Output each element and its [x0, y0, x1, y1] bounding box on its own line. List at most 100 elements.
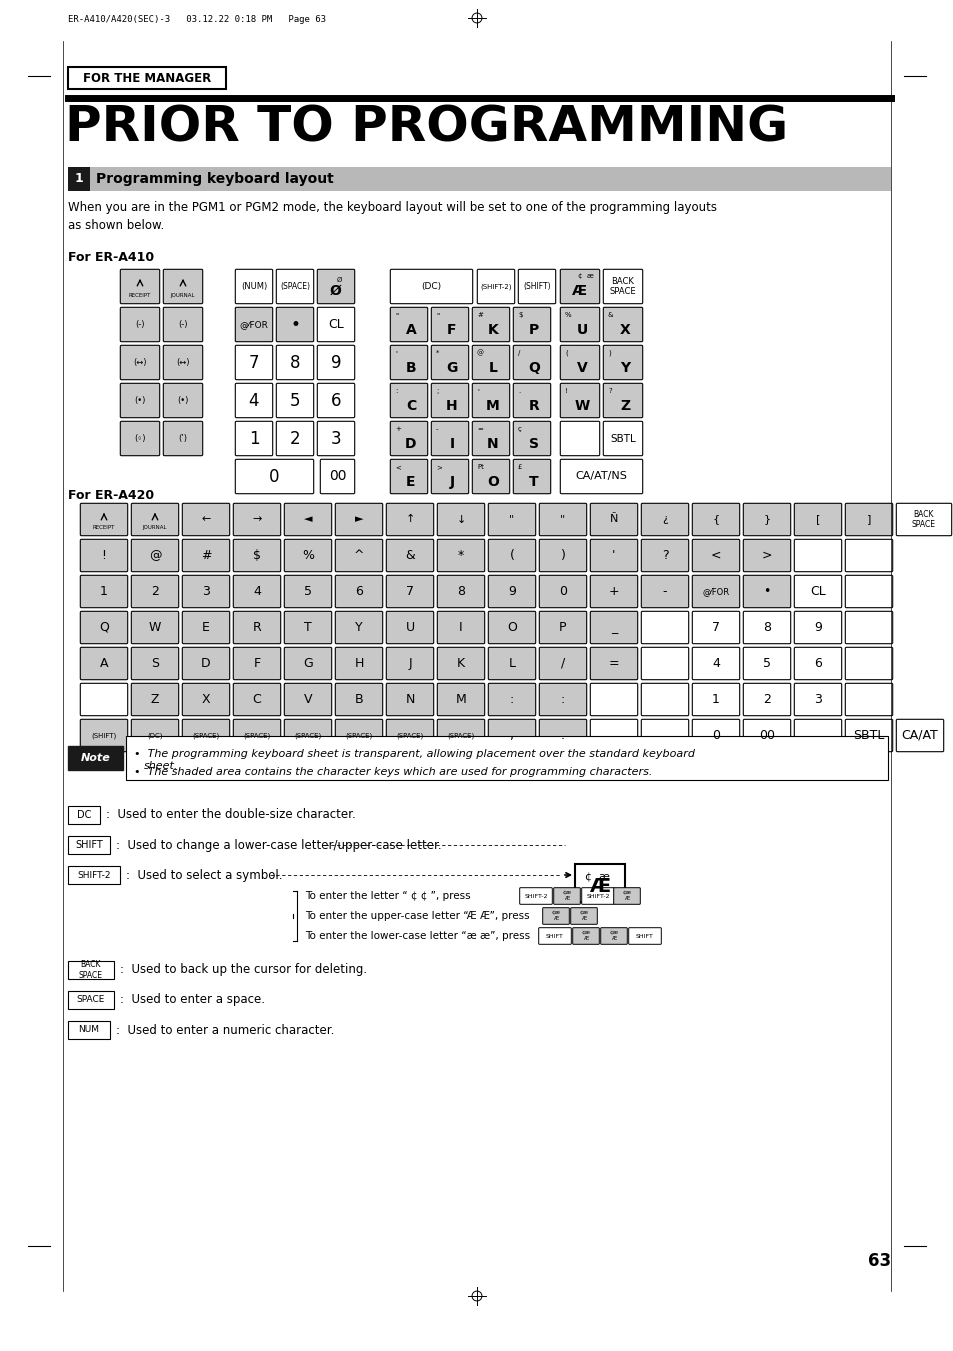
Text: @: @: [476, 350, 483, 357]
FancyBboxPatch shape: [276, 384, 314, 417]
Text: O: O: [487, 476, 498, 489]
FancyBboxPatch shape: [538, 684, 586, 716]
FancyBboxPatch shape: [436, 647, 484, 680]
Text: (SPACE): (SPACE): [447, 732, 475, 739]
FancyBboxPatch shape: [431, 307, 468, 342]
FancyBboxPatch shape: [182, 611, 230, 643]
Text: %: %: [564, 312, 571, 317]
FancyBboxPatch shape: [431, 384, 468, 417]
Text: R: R: [253, 621, 261, 634]
FancyBboxPatch shape: [120, 269, 159, 304]
FancyBboxPatch shape: [120, 422, 159, 455]
Text: ¢æ
Æ: ¢æ Æ: [562, 890, 571, 901]
Bar: [68, 168, 90, 190]
Text: D: D: [405, 436, 416, 451]
Text: (◦): (◦): [134, 434, 146, 443]
FancyBboxPatch shape: [132, 684, 178, 716]
Text: H: H: [354, 657, 363, 670]
Text: SHIFT: SHIFT: [545, 934, 563, 939]
Text: SHIFT: SHIFT: [75, 840, 103, 850]
Text: CA/AT/NS: CA/AT/NS: [575, 471, 627, 481]
Text: 8: 8: [290, 354, 300, 372]
FancyBboxPatch shape: [182, 684, 230, 716]
FancyBboxPatch shape: [538, 539, 586, 571]
Text: ": ": [436, 312, 438, 317]
FancyBboxPatch shape: [235, 384, 273, 417]
Text: ': ': [476, 388, 478, 394]
Text: ": ": [559, 515, 565, 524]
Text: JOURNAL: JOURNAL: [143, 526, 167, 530]
FancyBboxPatch shape: [602, 346, 642, 380]
Text: 8: 8: [456, 585, 464, 598]
Text: 5: 5: [762, 657, 770, 670]
FancyBboxPatch shape: [844, 576, 892, 608]
Text: .: .: [517, 388, 519, 394]
Text: D: D: [201, 657, 211, 670]
FancyBboxPatch shape: [80, 504, 128, 536]
FancyBboxPatch shape: [488, 539, 536, 571]
FancyBboxPatch shape: [80, 647, 128, 680]
Text: M: M: [486, 399, 499, 413]
FancyBboxPatch shape: [519, 888, 552, 904]
Bar: [68, 866, 120, 884]
FancyBboxPatch shape: [794, 576, 841, 608]
FancyBboxPatch shape: [233, 539, 280, 571]
FancyBboxPatch shape: [320, 459, 355, 493]
FancyBboxPatch shape: [602, 269, 642, 304]
Text: B: B: [405, 361, 416, 376]
FancyBboxPatch shape: [132, 611, 178, 643]
Text: :  Used to enter the double-size character.: : Used to enter the double-size characte…: [106, 808, 355, 821]
Text: C: C: [405, 399, 416, 413]
FancyBboxPatch shape: [132, 647, 178, 680]
Text: F: F: [447, 323, 456, 336]
Text: :  Used to enter a space.: : Used to enter a space.: [120, 993, 265, 1006]
Text: 1: 1: [249, 430, 259, 447]
Text: SHIFT: SHIFT: [636, 934, 653, 939]
FancyBboxPatch shape: [488, 647, 536, 680]
Bar: [68, 68, 226, 89]
FancyBboxPatch shape: [386, 576, 434, 608]
Text: K: K: [487, 323, 497, 336]
FancyBboxPatch shape: [80, 611, 128, 643]
Text: BACK
SPACE: BACK SPACE: [911, 509, 935, 530]
Text: Ø: Ø: [330, 284, 341, 299]
FancyBboxPatch shape: [692, 504, 739, 536]
Text: ): ): [560, 549, 565, 562]
Text: S: S: [529, 436, 538, 451]
Text: ↓: ↓: [456, 515, 465, 524]
Text: @⁄FOR: @⁄FOR: [701, 586, 729, 596]
Text: S: S: [151, 657, 159, 670]
FancyBboxPatch shape: [163, 269, 202, 304]
Text: B: B: [355, 693, 363, 707]
Text: :: :: [509, 693, 514, 707]
FancyBboxPatch shape: [553, 888, 579, 904]
Text: {: {: [712, 515, 719, 524]
Text: L: L: [488, 361, 497, 376]
FancyBboxPatch shape: [538, 647, 586, 680]
Text: sheet.: sheet.: [144, 761, 178, 771]
FancyBboxPatch shape: [559, 269, 599, 304]
Text: I: I: [458, 621, 462, 634]
Text: @⁄FOR: @⁄FOR: [239, 320, 268, 330]
FancyBboxPatch shape: [572, 928, 598, 944]
Text: T: T: [529, 476, 538, 489]
FancyBboxPatch shape: [742, 611, 790, 643]
Text: RECEIPT: RECEIPT: [129, 293, 151, 299]
FancyBboxPatch shape: [431, 459, 468, 493]
FancyBboxPatch shape: [538, 719, 586, 751]
Text: 3: 3: [331, 430, 341, 447]
FancyBboxPatch shape: [742, 684, 790, 716]
FancyBboxPatch shape: [559, 307, 599, 342]
Text: (SHIFT-2): (SHIFT-2): [479, 284, 511, 289]
FancyBboxPatch shape: [284, 611, 332, 643]
FancyBboxPatch shape: [640, 539, 688, 571]
Text: →: →: [252, 515, 261, 524]
FancyBboxPatch shape: [235, 422, 273, 455]
Text: H: H: [446, 399, 457, 413]
Text: (SPACE): (SPACE): [395, 732, 423, 739]
FancyBboxPatch shape: [390, 459, 427, 493]
Text: ER-A410/A420(SEC)-3   03.12.22 0:18 PM   Page 63: ER-A410/A420(SEC)-3 03.12.22 0:18 PM Pag…: [68, 15, 326, 24]
FancyBboxPatch shape: [742, 539, 790, 571]
FancyBboxPatch shape: [488, 719, 536, 751]
Text: 4: 4: [711, 657, 720, 670]
